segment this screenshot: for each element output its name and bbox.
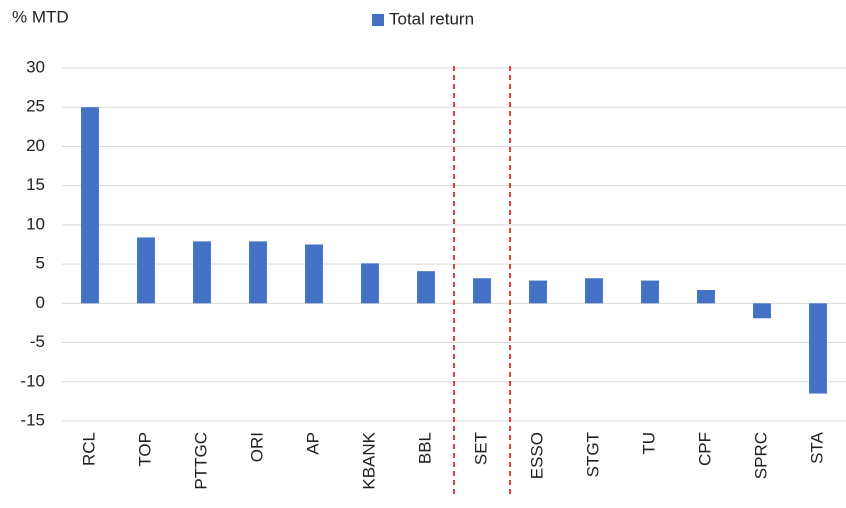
x-tick-label: STGT: [583, 432, 602, 477]
x-tick-label: KBANK: [359, 431, 378, 489]
y-tick-label: 25: [26, 97, 45, 116]
x-tick-label: TOP: [135, 432, 154, 467]
x-tick-label: RCL: [79, 432, 98, 466]
bar: [753, 303, 771, 319]
bar: [81, 107, 99, 304]
legend-label: Total return: [389, 9, 474, 28]
x-tick-label: CPF: [695, 432, 714, 466]
y-tick-label: -5: [30, 332, 45, 351]
legend-swatch: [372, 14, 384, 26]
x-tick-label: ORI: [247, 432, 266, 462]
y-axis-label: % MTD: [12, 7, 69, 26]
y-tick-label: 20: [26, 136, 45, 155]
x-tick-label: PTTGC: [191, 432, 210, 490]
bar: [361, 263, 379, 304]
bar: [249, 241, 267, 304]
y-tick-label: 10: [26, 214, 45, 233]
x-tick-label: ESSO: [527, 432, 546, 479]
x-tick-label: SET: [471, 432, 490, 465]
bar: [809, 303, 827, 394]
y-tick-label: 5: [36, 254, 45, 273]
bar: [529, 280, 547, 304]
x-tick-label: STA: [807, 431, 826, 463]
x-tick-label: SPRC: [751, 432, 770, 479]
y-tick-label: 15: [26, 175, 45, 194]
bar: [305, 244, 323, 304]
x-tick-label: AP: [303, 432, 322, 455]
bar: [641, 280, 659, 304]
bar: [585, 278, 603, 304]
x-tick-label: BBL: [415, 432, 434, 464]
bar: [417, 271, 435, 304]
y-tick-label: 0: [36, 293, 45, 312]
bar: [473, 278, 491, 304]
bar: [697, 289, 715, 304]
y-tick-label: -10: [20, 371, 45, 390]
bar: [137, 237, 155, 304]
x-tick-label: TU: [639, 432, 658, 455]
y-tick-label: 30: [26, 57, 45, 76]
y-tick-label: -15: [20, 410, 45, 429]
bar: [193, 241, 211, 304]
